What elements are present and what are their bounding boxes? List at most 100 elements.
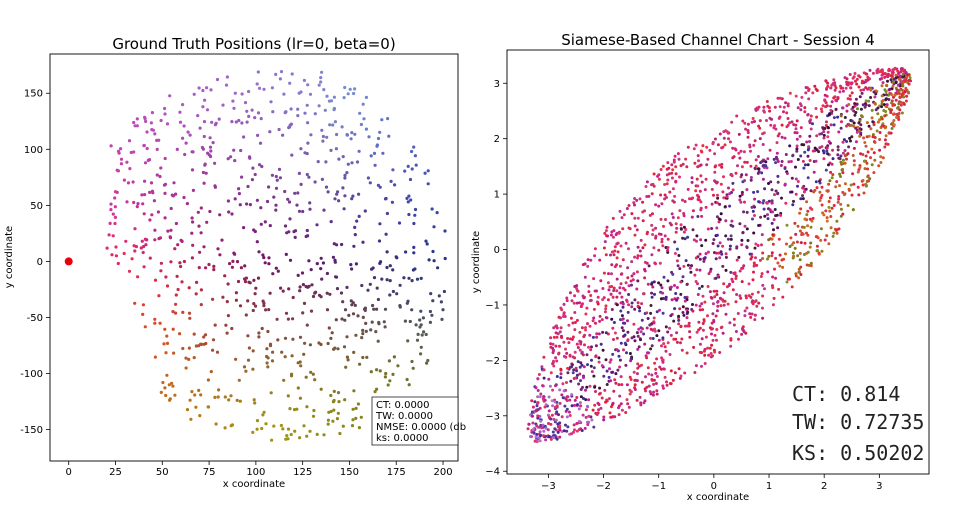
gt-point xyxy=(262,301,266,305)
chart-point xyxy=(852,121,856,125)
chart-point xyxy=(747,282,751,286)
gt-point xyxy=(415,277,420,281)
chart-point xyxy=(561,315,565,318)
chart-point xyxy=(743,314,747,318)
chart-point xyxy=(638,249,642,253)
gt-point xyxy=(259,206,263,210)
chart-point xyxy=(706,250,710,254)
chart-point xyxy=(538,430,542,434)
gt-point xyxy=(169,206,173,211)
gt-point xyxy=(163,112,167,116)
chart-point xyxy=(750,120,754,124)
chart-point xyxy=(587,398,591,402)
gt-point xyxy=(336,190,340,194)
chart-point xyxy=(595,413,599,416)
gt-point xyxy=(412,251,416,255)
gt-point xyxy=(340,242,344,247)
chart-point xyxy=(613,245,617,249)
chart-point xyxy=(698,308,702,312)
chart-point xyxy=(675,286,679,289)
chart-point xyxy=(706,227,710,231)
gt-point xyxy=(247,114,251,118)
chart-point xyxy=(596,302,600,306)
gt-point xyxy=(317,104,321,108)
chart-point xyxy=(657,281,661,285)
gt-point xyxy=(168,94,172,98)
chart-point xyxy=(827,140,831,144)
chart-point xyxy=(600,364,604,368)
gt-point xyxy=(386,383,390,387)
chart-point xyxy=(587,414,591,418)
chart-point xyxy=(604,253,608,257)
chart-point xyxy=(776,96,780,100)
chart-point xyxy=(599,406,603,410)
chart-point xyxy=(609,292,613,296)
gt-point xyxy=(329,99,334,103)
chart-point xyxy=(796,180,800,183)
gt-point xyxy=(324,185,329,189)
gt-point xyxy=(364,329,368,333)
gt-point xyxy=(145,238,149,242)
chart-point xyxy=(803,241,807,245)
chart-point xyxy=(552,417,556,421)
gt-point xyxy=(159,166,163,170)
chart-point xyxy=(609,233,613,237)
chart-point xyxy=(740,332,744,336)
chart-point xyxy=(652,280,656,284)
chart2-x-ticks: −3 −2 −1 0 1 2 3 xyxy=(541,474,883,492)
chart-point xyxy=(625,300,629,303)
chart-point xyxy=(711,354,714,358)
gt-point xyxy=(329,336,333,340)
chart-point xyxy=(821,104,825,108)
chart-point xyxy=(754,256,757,260)
chart-point xyxy=(724,268,728,272)
chart-point xyxy=(678,209,682,213)
chart-point xyxy=(719,212,723,216)
chart-point xyxy=(907,90,910,94)
chart-point xyxy=(605,234,609,238)
gt-point xyxy=(292,408,297,412)
gt-point xyxy=(375,368,379,372)
chart-point xyxy=(839,175,842,178)
chart-point xyxy=(758,119,762,123)
chart-point xyxy=(573,403,577,407)
gt-point xyxy=(407,383,411,387)
gt-point xyxy=(343,398,347,402)
chart-point xyxy=(566,366,570,370)
gt-point xyxy=(442,289,446,294)
chart-point xyxy=(663,375,667,379)
gt-point xyxy=(190,216,194,220)
gt-point xyxy=(274,186,279,190)
chart-point xyxy=(866,87,870,91)
chart-point xyxy=(700,364,703,368)
chart-point xyxy=(789,160,793,163)
gt-point xyxy=(252,302,256,306)
gt-point xyxy=(163,386,167,390)
chart-point xyxy=(862,88,866,92)
chart-point xyxy=(901,72,905,76)
chart-point xyxy=(570,337,574,341)
gt-point xyxy=(379,260,383,264)
chart-point xyxy=(875,71,879,75)
chart-point xyxy=(843,149,847,152)
gt-point xyxy=(175,147,179,151)
gt-point xyxy=(126,181,130,185)
chart-point xyxy=(583,426,587,430)
chart-point xyxy=(791,251,795,255)
gt-point xyxy=(385,278,389,282)
chart-point xyxy=(561,382,565,386)
gt-point xyxy=(326,422,330,426)
chart-point xyxy=(619,341,623,345)
gt-point xyxy=(323,108,327,112)
gt-point xyxy=(387,134,391,138)
chart-point xyxy=(734,148,738,152)
gt-point xyxy=(153,228,157,232)
chart-point xyxy=(806,154,810,158)
gt-point xyxy=(334,147,338,151)
chart-point xyxy=(852,182,856,186)
x-tick-label: 75 xyxy=(203,467,216,478)
gt-point xyxy=(368,282,372,286)
chart-point xyxy=(843,116,847,119)
chart-point xyxy=(628,227,632,231)
